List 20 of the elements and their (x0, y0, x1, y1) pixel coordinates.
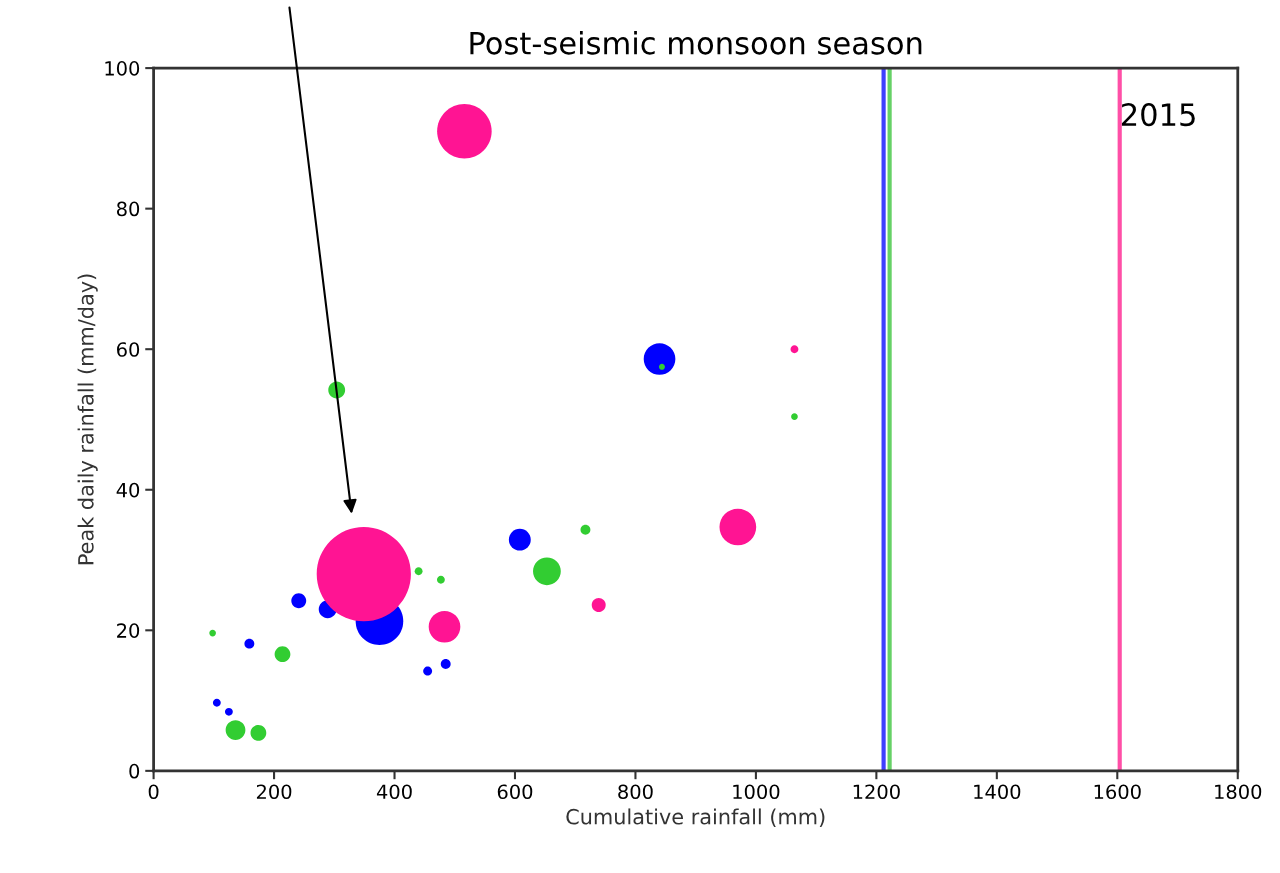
x-tick-label: 400 (376, 784, 412, 800)
x-tick-label: 1200 (853, 784, 900, 800)
x-tick-label: 1000 (733, 784, 780, 800)
x-tick-label: 1800 (1215, 784, 1262, 800)
x-tick-label: 1600 (1094, 784, 1141, 800)
x-tick-label: 200 (256, 784, 292, 800)
y-tick-label: 0 (129, 763, 140, 779)
x-tick-label: 600 (497, 784, 533, 800)
y-tick-label: 20 (117, 623, 140, 638)
chart-title: Post-seismic monsoon season (470, 30, 922, 55)
x-tick-label: 800 (618, 784, 653, 800)
x-axis-title: Cumulative rainfall (mm) (566, 808, 825, 828)
y-axis-title: Peak daily rainfall (mm/day) (77, 274, 98, 565)
y-tick-label: 80 (116, 201, 140, 217)
y-tick-label: 40 (116, 482, 140, 498)
x-tick-label: 1400 (974, 784, 1021, 800)
y-tick-label: 100 (105, 61, 140, 76)
y-tick-label: 60 (117, 342, 140, 357)
annotation: 2015 (1121, 103, 1195, 127)
x-tick-label: 0 (148, 784, 159, 800)
